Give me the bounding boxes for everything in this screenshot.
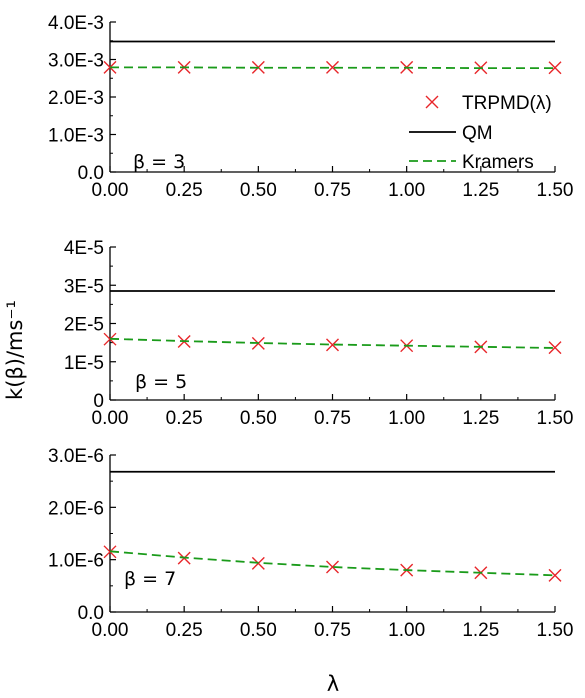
- y-tick-label: 0: [93, 391, 104, 412]
- y-tick-label: 3E-5: [64, 276, 104, 297]
- x-tick-label: 0.00: [92, 180, 129, 201]
- x-tick-label: 0.75: [314, 180, 351, 201]
- legend-marker: [425, 95, 439, 109]
- kramers-line: [109, 337, 556, 349]
- y-tick-label: 0.0: [78, 163, 104, 184]
- x-tick-label: 0.25: [166, 408, 203, 429]
- panel-3: 0.00 0.25 0.50 0.75 1.00 1.25 1.50 0.0 1.0E-6 2.0…: [48, 446, 573, 641]
- trpmd-marker: [548, 61, 562, 75]
- y-tick-label: 4E-5: [64, 238, 104, 259]
- x-axis-title: λ: [327, 672, 339, 696]
- panel-2: 0.00 0.25 0.50 0.75 1.00 1.25 1.50 0 1E-5 2E-5 3E-…: [64, 238, 574, 429]
- x-tick-label: 1.50: [537, 620, 574, 641]
- y-tick-label: 4.0E-3: [48, 13, 104, 34]
- x-tick-label: 1.00: [388, 180, 425, 201]
- y-tick-label: 2E-5: [64, 315, 104, 336]
- trpmd-marker: [548, 341, 562, 355]
- kramers-line: [109, 550, 556, 577]
- y-tick-label: 1.0E-6: [48, 551, 104, 572]
- panel-label: β = 3: [133, 151, 185, 173]
- x-tick-label: 1.50: [537, 408, 574, 429]
- panel-label: β = 5: [135, 371, 187, 393]
- y-tick-label: 2.0E-6: [48, 498, 104, 519]
- x-tick-label: 1.00: [388, 620, 425, 641]
- panels: 0.00 0.25 0.50 0.75 1.00 1.25 1.500.01.0E-32.0…: [48, 13, 573, 641]
- kramers-line: [110, 66, 555, 70]
- legend-label: Kramers: [462, 152, 534, 173]
- x-tick-label: 1.50: [537, 180, 574, 201]
- y-tick-label: 1.0E-3: [48, 126, 104, 147]
- trpmd-marker: [326, 560, 339, 574]
- x-tick-label: 0.50: [240, 180, 277, 201]
- panel-label: β = 7: [124, 568, 176, 590]
- x-tick-label: 0.00: [92, 408, 129, 429]
- x-tick-label: 0.25: [166, 180, 203, 201]
- legend-label: QM: [462, 123, 493, 144]
- x-tick-label: 1.25: [462, 180, 499, 201]
- panel-1: 0.00 0.25 0.50 0.75 1.00 1.25 1.50 0.0 1.0E-3 2.0…: [48, 13, 573, 201]
- trpmd-marker: [326, 338, 339, 352]
- x-tick-label: 1.00: [388, 408, 425, 429]
- y-tick-label: 3.0E-3: [48, 51, 104, 72]
- x-tick-label: 0.75: [314, 408, 351, 429]
- y-tick-label: 0.0: [78, 603, 104, 624]
- x-tick-label: 0.50: [240, 620, 277, 641]
- x-tick-label: 0.25: [166, 620, 203, 641]
- legend: TRPMD(λ) QM Kramers: [409, 93, 552, 173]
- y-tick-label: 2.0E-3: [48, 88, 104, 109]
- y-tick-label: 3.0E-6: [48, 446, 104, 467]
- x-tick-label: 1.25: [462, 408, 499, 429]
- x-tick-label: 0.50: [240, 408, 277, 429]
- trpmd-marker: [326, 60, 339, 74]
- legend-label: TRPMD(λ): [462, 93, 552, 114]
- x-tick-label: 1.25: [462, 620, 499, 641]
- x-tick-label: 0.75: [314, 620, 351, 641]
- x-tick-label: 0.00: [92, 620, 129, 641]
- y-tick-label: 1E-5: [64, 353, 104, 374]
- y-axis-title: k(β)/ms⁻¹: [3, 300, 27, 400]
- trpmd-marker: [548, 568, 562, 582]
